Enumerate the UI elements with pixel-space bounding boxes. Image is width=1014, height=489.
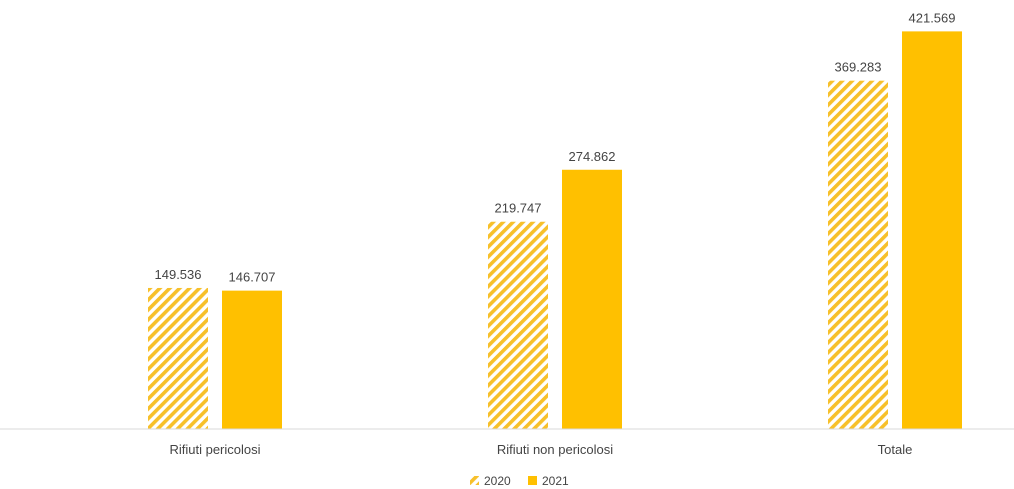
- legend-label-2020: 2020: [484, 474, 511, 488]
- data-label-2021-0: 146.707: [229, 270, 276, 285]
- category-label-2: Totale: [878, 442, 913, 457]
- bar-2020-0: [148, 287, 208, 429]
- legend-swatch-2021: [528, 476, 537, 485]
- data-label-2020-0: 149.536: [155, 267, 202, 282]
- labels-layer: 149.536 219.747 369.283 146.707 274.862 421.5…: [155, 10, 956, 457]
- data-label-2020-2: 369.283: [835, 60, 882, 75]
- bar-2021-0: [222, 290, 282, 429]
- data-label-2020-1: 219.747: [495, 201, 542, 216]
- category-label-0: Rifiuti pericolosi: [169, 442, 260, 457]
- legend: 2020 2021: [470, 474, 569, 488]
- data-label-2021-2: 421.569: [909, 10, 956, 25]
- category-label-1: Rifiuti non pericolosi: [497, 442, 613, 457]
- bars-layer: [148, 31, 962, 430]
- legend-swatch-2020: [470, 476, 479, 485]
- bar-2021-2: [902, 31, 962, 429]
- bar-2020-1: [488, 221, 548, 429]
- data-label-2021-1: 274.862: [569, 149, 616, 164]
- legend-label-2021: 2021: [542, 474, 569, 488]
- bar-2021-1: [562, 169, 622, 429]
- bar-2020-2: [828, 80, 888, 430]
